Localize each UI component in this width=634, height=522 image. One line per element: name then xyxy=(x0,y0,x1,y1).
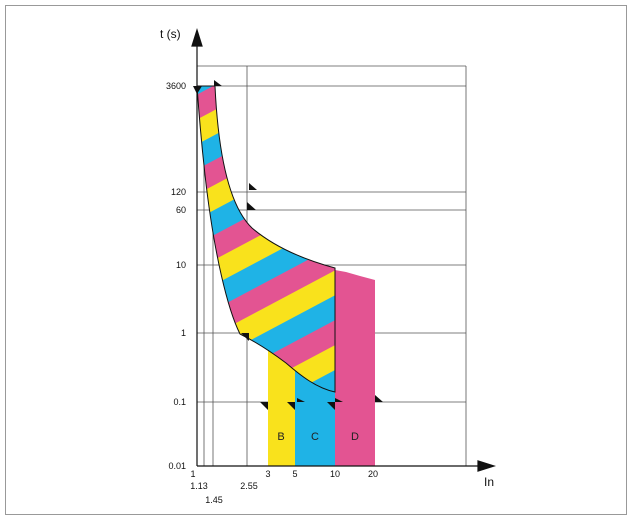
y-tick-label: 1 xyxy=(181,328,186,338)
x-tick-label: 1.13 xyxy=(190,481,208,491)
y-tick-labels: 3600 120 60 10 1 0.1 0.01 xyxy=(166,81,186,471)
chart-frame xyxy=(5,5,627,515)
x-tick-label: 10 xyxy=(330,469,340,479)
zone-b-label: B xyxy=(277,431,284,443)
y-tick-label: 0.01 xyxy=(168,461,186,471)
x-tick-label: 5 xyxy=(292,469,297,479)
tripping-band xyxy=(196,85,336,393)
x-tick-label: 3 xyxy=(265,469,270,479)
x-tick-label: 2.55 xyxy=(240,481,258,491)
y-axis-title: t (s) xyxy=(160,27,181,41)
markers xyxy=(193,80,383,410)
axes xyxy=(191,27,497,472)
x-tick-label: 1.45 xyxy=(205,495,223,505)
x-tick-label: 1 xyxy=(190,469,195,479)
y-tick-label: 0.1 xyxy=(173,397,186,407)
x-tick-labels: 1 1.13 1.45 2.55 3 5 10 20 xyxy=(190,469,378,505)
x-tick-label: 20 xyxy=(368,469,378,479)
y-tick-label: 60 xyxy=(176,205,186,215)
zone-c-label: C xyxy=(311,431,319,443)
zone-d-fill xyxy=(335,270,375,466)
x-axis-title: In xyxy=(484,475,494,489)
y-tick-label: 10 xyxy=(176,260,186,270)
y-tick-label: 120 xyxy=(171,187,186,197)
y-tick-label: 3600 xyxy=(166,81,186,91)
zone-d-label: D xyxy=(351,431,359,443)
